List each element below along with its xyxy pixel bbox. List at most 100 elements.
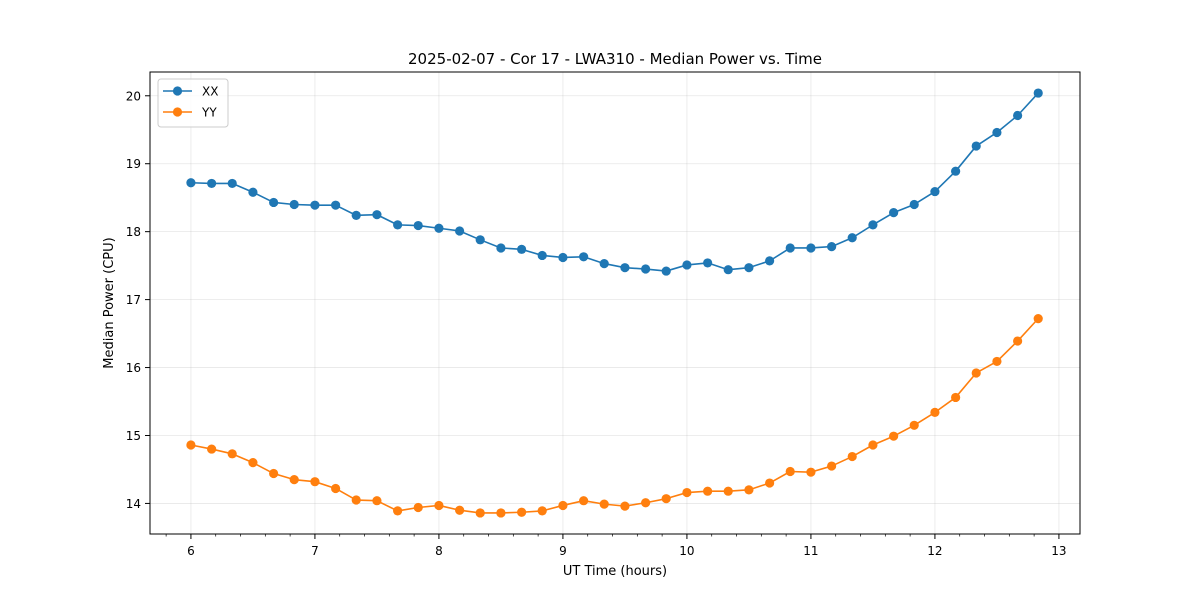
data-point-yy [661,494,671,504]
data-point-xx [455,226,465,236]
x-tick-label: 8 [435,544,443,558]
data-point-yy [889,431,899,441]
data-point-xx [1033,88,1043,98]
data-point-xx [579,252,589,262]
data-point-yy [868,440,878,450]
data-point-xx [992,127,1002,138]
x-tick-label: 10 [679,544,694,558]
data-point-yy [269,468,279,479]
data-point-yy [310,477,320,487]
data-point-xx [207,178,217,189]
data-point-xx [971,141,981,151]
data-point-xx [1013,110,1023,121]
data-point-yy [331,483,341,494]
data-point-yy [992,356,1002,367]
data-point-yy [186,440,196,450]
data-point-xx [558,252,568,263]
x-tick-label: 6 [187,544,195,558]
data-point-yy [558,500,568,511]
legend-marker-xx [172,86,183,96]
data-point-xx [289,199,299,210]
data-point-xx [847,233,857,243]
data-point-yy [517,507,527,517]
data-point-yy [579,496,589,506]
data-point-xx [765,256,775,266]
data-point-xx [785,243,795,253]
data-point-yy [723,486,733,496]
data-point-xx [537,250,547,261]
y-tick-label: 20 [126,89,141,103]
data-point-xx [620,263,630,273]
y-axis-label: Median Power (CPU) [102,237,117,368]
data-point-yy [227,449,237,459]
x-tick-label: 12 [927,544,942,558]
data-point-yy [599,499,609,509]
data-point-xx [186,178,196,188]
data-point-xx [413,220,423,231]
data-point-yy [289,475,299,485]
y-tick-label: 18 [126,225,141,239]
data-point-xx [641,264,651,274]
data-point-yy [475,508,485,518]
data-point-xx [661,266,671,276]
axis-ticks: 6 7 8 9 10 11 12 13 14 15 16 17 18 19 20 [126,89,1067,558]
data-point-xx [351,210,361,220]
data-point-yy [909,420,919,430]
data-point-yy [765,478,775,488]
x-tick-label: 7 [311,544,319,558]
data-point-xx [682,260,692,270]
x-tick-label: 11 [803,544,818,558]
x-axis-label: UT Time (hours) [563,564,667,579]
data-point-yy [930,407,940,417]
data-point-yy [207,444,217,454]
y-tick-label: 17 [126,293,141,307]
grid-lines [150,72,1080,534]
data-point-xx [227,178,237,189]
data-point-yy [1033,314,1043,324]
data-point-xx [889,208,899,218]
data-point-xx [372,210,382,220]
data-point-xx [248,187,258,197]
data-point-xx [806,243,816,253]
data-point-yy [641,498,651,508]
y-tick-label: 19 [126,157,141,171]
data-point-yy [744,485,754,495]
data-point-yy [393,506,403,516]
data-point-xx [930,186,940,197]
data-point-xx [723,265,733,275]
data-point-yy [496,508,506,518]
data-point-xx [393,220,403,230]
y-tick-label: 14 [126,497,141,511]
data-point-yy [827,461,837,471]
data-point-xx [951,166,961,176]
data-point-yy [847,451,857,462]
data-point-yy [620,501,630,511]
chart-title: 2025-02-07 - Cor 17 - LWA310 - Median Po… [408,50,822,68]
data-point-yy [372,496,382,506]
y-tick-label: 16 [126,361,141,375]
data-point-yy [682,487,692,498]
data-point-xx [310,200,320,210]
data-point-yy [413,502,423,513]
data-point-yy [351,495,361,505]
legend-label-xx: XX [202,85,218,99]
data-point-xx [496,243,506,253]
data-point-yy [971,368,981,378]
data-point-xx [744,263,754,273]
data-point-yy [455,505,465,515]
data-point-yy [248,458,258,468]
data-point-xx [269,197,279,208]
data-point-xx [331,200,341,210]
x-tick-label: 9 [559,544,567,558]
data-point-yy [434,500,444,511]
y-tick-label: 15 [126,429,141,443]
data-point-xx [827,242,837,252]
series-layer [186,88,1043,518]
data-point-xx [703,258,713,268]
data-point-xx [517,244,527,254]
data-point-xx [434,223,444,233]
data-point-xx [868,220,878,230]
x-tick-label: 13 [1051,544,1066,558]
